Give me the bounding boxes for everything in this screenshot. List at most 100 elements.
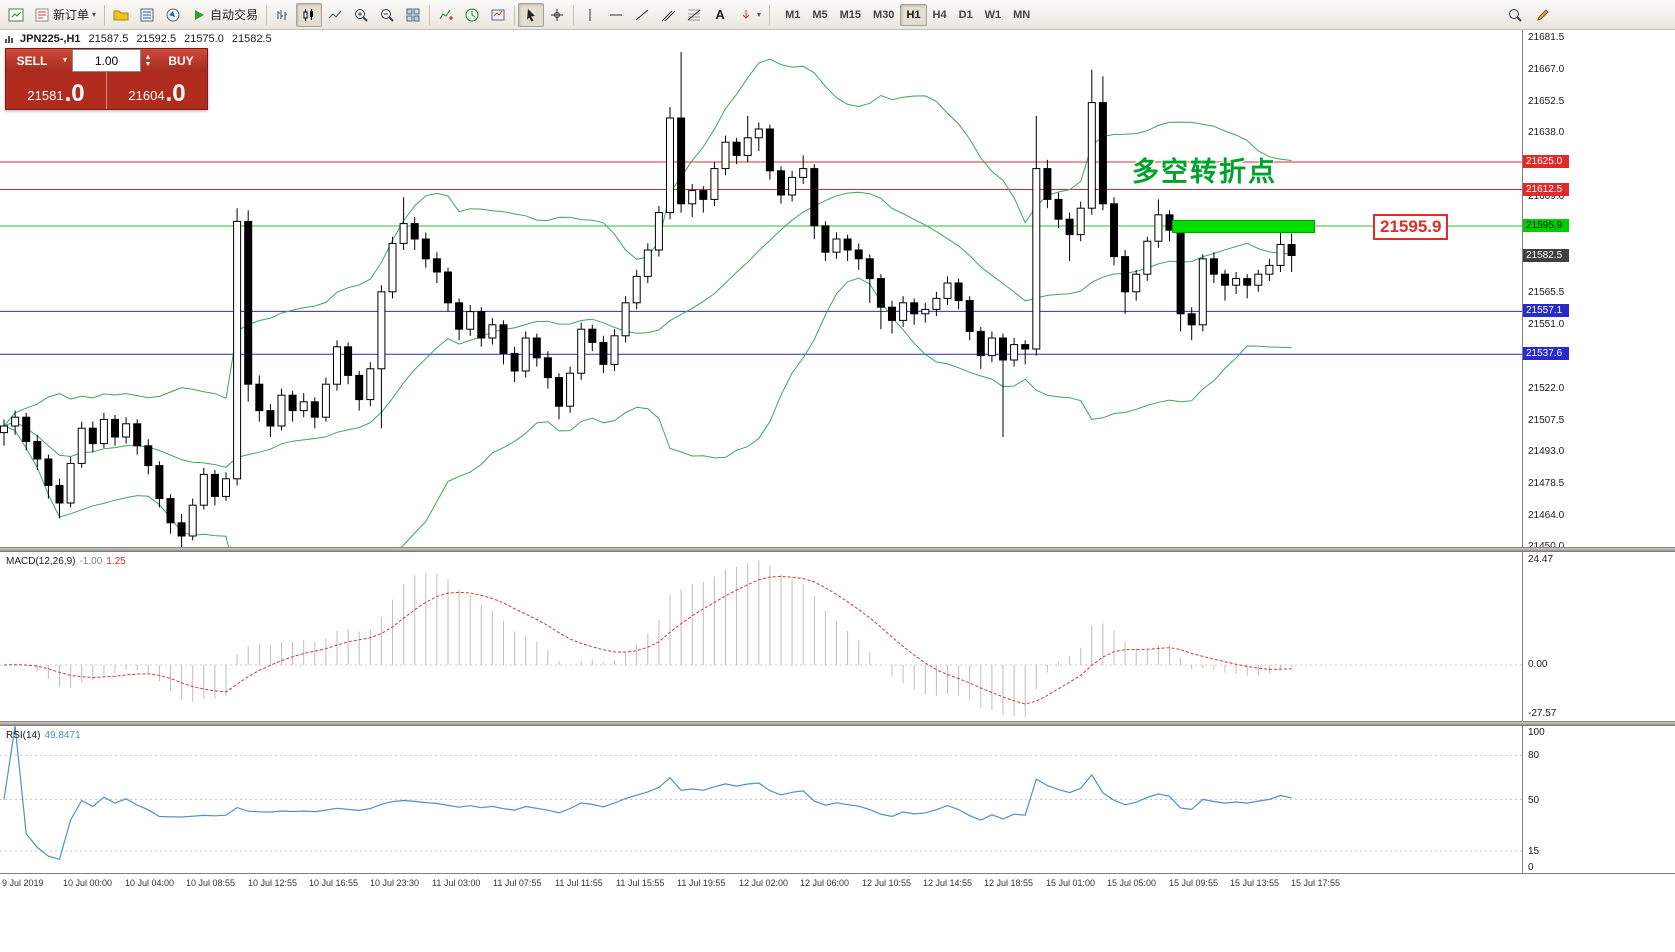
line-chart-button[interactable]	[322, 3, 348, 27]
timeframe-W1[interactable]: W1	[979, 4, 1008, 26]
candle	[199, 467, 208, 510]
candle	[355, 371, 364, 411]
candle	[0, 419, 8, 446]
chart-area: JPN225-,H1 21587.5 21592.5 21575.0 21582…	[0, 30, 1675, 952]
price-axis[interactable]: 21681.5 21667.0 21652.5 21638.0 21609.0 21565…	[1522, 30, 1674, 873]
periods-button[interactable]	[459, 3, 485, 27]
volume-input[interactable]	[72, 49, 141, 72]
candle	[543, 351, 552, 389]
candle	[55, 478, 64, 519]
channel-tool-button[interactable]	[655, 3, 681, 27]
timeframe-M5[interactable]: M5	[806, 4, 833, 26]
candle	[987, 331, 996, 363]
profiles-button[interactable]	[108, 3, 134, 27]
price-callout[interactable]: 21595.9	[1373, 214, 1449, 240]
candle	[1010, 338, 1019, 367]
vertical-line-tool-button[interactable]	[577, 3, 603, 27]
candle	[943, 276, 952, 305]
volume-stepper[interactable]: ▲ ▼	[141, 49, 155, 72]
one-click-trade-panel: SELL ▼ ▲▼ BUY 21581 .0 21604 .0	[5, 48, 208, 110]
templates-button[interactable]	[485, 3, 511, 27]
new-order-button[interactable]: 新订单 ▾	[29, 3, 101, 27]
horizontal-line-tool-button[interactable]	[603, 3, 629, 27]
candle	[521, 331, 530, 378]
candle	[1043, 159, 1052, 209]
ohlc-open: 21587.5	[88, 33, 129, 45]
chart-window-button[interactable]	[3, 3, 29, 27]
candle	[732, 137, 741, 165]
candlestick-chart-button[interactable]	[296, 2, 323, 27]
crosshair-icon	[551, 8, 564, 21]
search-icon	[1509, 8, 1522, 22]
buy-price[interactable]: 21604 .0	[107, 72, 207, 109]
timeframe-H4[interactable]: H4	[927, 4, 953, 26]
cursor-tool-button[interactable]	[518, 2, 545, 27]
candle	[1087, 69, 1096, 215]
rsi-name: RSI(14)	[6, 730, 41, 741]
time-label: 10 Jul 08:55	[186, 878, 236, 888]
rsi-label: RSI(14) 49.8471	[6, 730, 81, 741]
arrows-tool-button[interactable]: ▾	[733, 3, 766, 27]
timeframe-M15[interactable]: M15	[834, 4, 867, 26]
candle	[721, 135, 730, 176]
candle	[399, 197, 408, 250]
sell-price-pips: .0	[64, 80, 85, 107]
timeframe-M30[interactable]: M30	[867, 4, 900, 26]
highlight-zone[interactable]	[1172, 220, 1315, 233]
macd-signal-value: 1.25	[106, 556, 126, 567]
macd-scale-zero: 0.00	[1528, 659, 1548, 670]
candle	[577, 322, 586, 380]
time-label: 11 Jul 03:00	[432, 878, 481, 888]
volume-dropdown-button[interactable]: ▼	[58, 49, 72, 72]
candle	[888, 300, 896, 334]
sell-price[interactable]: 21581 .0	[6, 72, 107, 109]
price-tick: 21609.0	[1528, 191, 1565, 202]
candle	[632, 269, 641, 310]
price-tick: 21681.5	[1528, 32, 1565, 43]
crosshair-tool-button[interactable]	[544, 3, 570, 27]
edit-button[interactable]	[1530, 3, 1556, 27]
rsi-panel-surface[interactable]	[0, 726, 1522, 873]
candle	[1076, 201, 1085, 242]
time-axis[interactable]: 9 Jul 2019 10 Jul 00:00 10 Jul 04:00 10 Jul…	[0, 873, 1675, 893]
vertical-line-icon	[589, 8, 591, 21]
candle	[599, 335, 608, 374]
turning-point-annotation[interactable]: 多空转折点	[1132, 157, 1277, 188]
new-order-label: 新订单	[53, 8, 90, 22]
candle	[1065, 212, 1074, 261]
candle	[1021, 340, 1030, 365]
ohlc-close: 21582.5	[231, 33, 272, 45]
indicators-button[interactable]	[433, 3, 459, 27]
sell-button[interactable]: SELL	[6, 49, 58, 72]
market-watch-button[interactable]	[134, 3, 160, 27]
pencil-icon	[1537, 8, 1549, 21]
candle	[1265, 258, 1274, 281]
zoom-out-button[interactable]	[374, 3, 400, 27]
candle	[1209, 252, 1218, 283]
time-label: 15 Jul 17:55	[1291, 878, 1341, 888]
timeframe-D1[interactable]: D1	[953, 4, 979, 26]
time-label: 11 Jul 19:55	[677, 878, 726, 888]
buy-button[interactable]: BUY	[155, 49, 207, 72]
main-chart-surface[interactable]	[0, 30, 1522, 547]
autotrading-button[interactable]: 自动交易	[186, 3, 263, 27]
fibonacci-tool-button[interactable]	[681, 3, 707, 27]
clock-icon	[465, 8, 479, 21]
timeframe-H1[interactable]: H1	[900, 3, 927, 26]
candle	[976, 327, 985, 369]
zoom-in-button[interactable]	[348, 3, 374, 27]
candle	[288, 390, 297, 422]
navigator-button[interactable]	[160, 3, 186, 27]
panel-divider[interactable]	[0, 547, 1675, 552]
tile-windows-button[interactable]	[400, 3, 426, 27]
caret-down-icon: ▼	[144, 60, 152, 68]
search-button[interactable]	[1502, 3, 1528, 27]
panel-divider[interactable]	[0, 721, 1675, 726]
timeframe-M1[interactable]: M1	[779, 4, 806, 26]
text-tool-button[interactable]: A	[707, 3, 733, 27]
macd-panel-surface[interactable]	[0, 552, 1522, 721]
buy-price-pips: .0	[165, 80, 186, 107]
bar-chart-button[interactable]	[270, 3, 296, 27]
timeframe-MN[interactable]: MN	[1007, 4, 1036, 26]
trendline-tool-button[interactable]	[629, 3, 655, 27]
